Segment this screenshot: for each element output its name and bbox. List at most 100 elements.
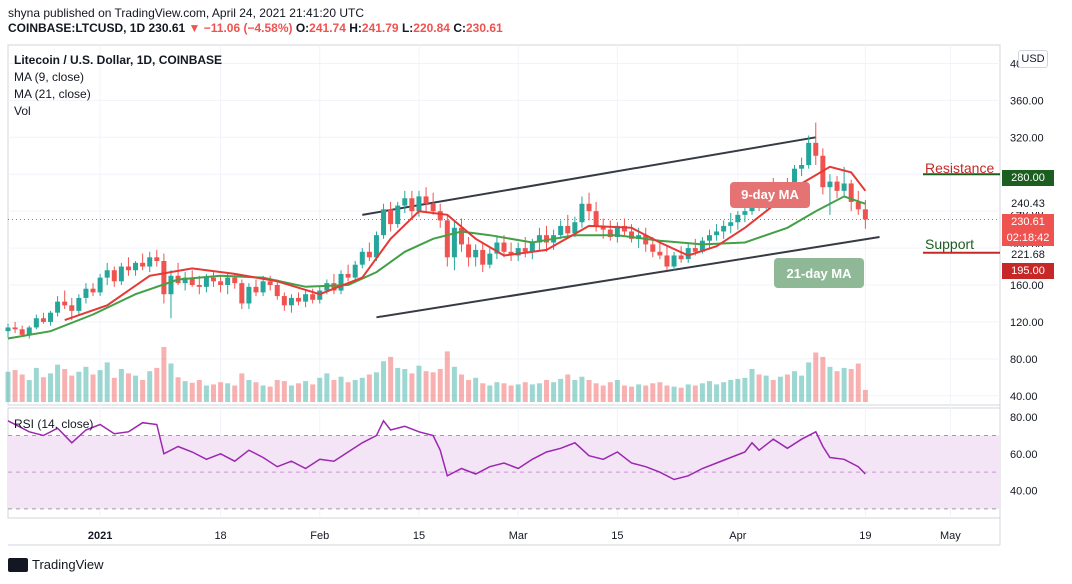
candle-body: [742, 211, 748, 215]
candle-body: [593, 211, 599, 226]
volume-bar: [416, 365, 422, 402]
candle-body: [586, 203, 592, 212]
tradingview-logo-icon: [8, 557, 28, 572]
volume-bar: [118, 369, 124, 402]
volume-bar: [437, 369, 443, 402]
rsi-tick-label: 80.00: [1010, 412, 1038, 424]
candle-body: [494, 242, 500, 254]
volume-bar: [430, 372, 436, 402]
candle-body: [714, 231, 720, 236]
rsi-tick-label: 40.00: [1010, 486, 1038, 498]
volume-bar: [62, 369, 68, 402]
candle-body: [692, 248, 698, 252]
volume-bar: [161, 347, 167, 402]
candle-body: [558, 225, 564, 236]
candle-body: [26, 327, 32, 335]
volume-bar: [352, 380, 358, 402]
volume-bar: [218, 382, 224, 402]
candle-body: [359, 251, 365, 265]
candle-body: [274, 285, 280, 297]
volume-bar: [749, 369, 755, 402]
candle-body: [409, 198, 415, 212]
volume-bar: [558, 378, 564, 402]
volume-bar: [458, 374, 464, 402]
volume-bar: [26, 380, 32, 402]
candle-body: [381, 209, 387, 236]
candle-body: [402, 198, 408, 206]
candle-body: [848, 183, 854, 202]
candle-body: [501, 242, 507, 252]
candle-body: [430, 203, 436, 212]
price-tick-label: 80.00: [1010, 354, 1038, 366]
time-tick-label: Apr: [729, 530, 746, 542]
candle-body: [40, 318, 46, 322]
time-tick-label: Mar: [509, 530, 528, 542]
candle-body: [118, 266, 124, 282]
currency-button[interactable]: USD: [1018, 50, 1048, 68]
legend-rsi[interactable]: RSI (14, close): [14, 417, 94, 431]
candle-body: [862, 209, 868, 220]
volume-bar: [260, 385, 266, 402]
volume-bar: [572, 380, 578, 402]
price-tick-label: 120.00: [1010, 317, 1044, 329]
volume-bar: [536, 383, 542, 402]
price-tick-label: 40.00: [1010, 391, 1038, 403]
volume-bar: [579, 376, 585, 402]
candle-body: [111, 270, 117, 282]
candle-body: [657, 251, 663, 256]
volume-bar: [310, 384, 316, 402]
ma9-label-box: [730, 182, 810, 208]
volume-bar: [338, 376, 344, 402]
volume-bar: [366, 374, 372, 402]
volume-bar: [721, 382, 727, 402]
candle-body: [232, 277, 238, 284]
candle-body: [104, 270, 110, 278]
volume-bar: [345, 382, 351, 402]
volume-bar: [777, 376, 783, 402]
volume-bar: [203, 385, 209, 402]
volume-bar: [529, 384, 535, 402]
tradingview-footer[interactable]: TradingView: [8, 557, 104, 572]
volume-bar: [189, 382, 195, 402]
volume-bar: [643, 385, 649, 402]
ma21-line: [7, 195, 866, 340]
candle-body: [161, 261, 167, 295]
candle-body: [373, 235, 379, 258]
volume-bar: [97, 370, 103, 402]
volume-bar: [19, 374, 25, 402]
ma21-label-box: [774, 258, 864, 288]
candle-body: [168, 275, 174, 295]
volume-bar: [657, 382, 663, 402]
volume-bar: [799, 375, 805, 402]
candle-body: [458, 227, 464, 245]
candle-body: [62, 301, 68, 306]
volume-bar: [373, 372, 379, 402]
time-tick-label: 18: [214, 530, 226, 542]
candle-body: [480, 249, 486, 265]
ma21-label: 21-day MA: [786, 266, 852, 281]
candle-body: [388, 209, 394, 225]
candle-body: [395, 205, 401, 225]
volume-bar: [855, 363, 861, 402]
volume-bar: [586, 380, 592, 402]
volume-bar: [763, 375, 769, 402]
open-value: 241.74: [309, 21, 346, 35]
volume-bar: [33, 367, 39, 402]
volume-bar: [281, 381, 287, 402]
volume-bar: [48, 373, 54, 402]
volume-bar: [359, 377, 365, 402]
candle-body: [182, 277, 188, 284]
volume-bar: [147, 371, 153, 402]
volume-bar: [232, 385, 238, 402]
candle-body: [444, 220, 450, 258]
volume-bar: [508, 385, 514, 402]
candle-body: [147, 257, 153, 267]
legend-ma21[interactable]: MA (21, close): [14, 87, 91, 101]
legend-ma9[interactable]: MA (9, close): [14, 70, 85, 84]
volume-bar: [607, 382, 613, 402]
candle-body: [536, 235, 542, 243]
legend-volume[interactable]: Vol: [14, 104, 31, 118]
volume-bar: [83, 366, 89, 402]
price-pane: [7, 44, 1001, 406]
